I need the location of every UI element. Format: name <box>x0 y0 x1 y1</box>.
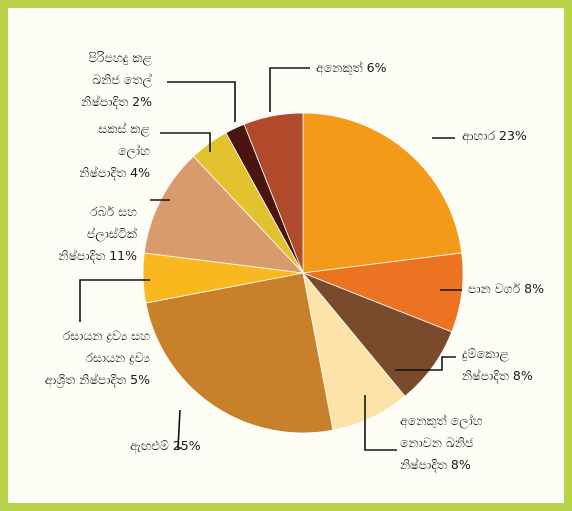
slice-label-2: පාන වර්ග 8% <box>468 281 544 296</box>
slice-label-5: ඇඟළුම් 25% <box>130 438 201 454</box>
slice-label-line: රබර් සහ <box>90 204 137 219</box>
leader-line-6 <box>79 279 150 322</box>
slice-label-line: නිෂ්පාදිත 8% <box>462 368 533 384</box>
slice-label-line: ආහාර 23% <box>462 128 527 144</box>
slice-label-7: රබර් සහ ප්ලාස්ටික් නිෂ්පාදිත 11% <box>58 204 137 264</box>
pie-slice-5 <box>145 272 334 434</box>
slice-label-6: රසායන ද්‍රව්‍ය සහ රසායන ද්‍රව්‍ය ආශ්‍රිත න… <box>45 328 150 388</box>
leader-line-5 <box>177 409 182 449</box>
slice-label-line: ඇඟළුම් 25% <box>130 438 201 454</box>
leader-line-9 <box>167 81 236 122</box>
slice-label-3: දුම්කොළ නිෂ්පාදිත 8% <box>462 346 533 384</box>
leader-line-10 <box>269 67 310 112</box>
slice-label-line: රසායන ද්‍රව්‍ය සහ <box>63 328 150 343</box>
slice-label-line: නිෂ්පාදිත 8% <box>400 457 471 473</box>
slice-label-10: අනෙකුත් 6% <box>316 60 387 76</box>
slice-label-4: අනෙකුත් ලෝහ නොවන ඛනිජ නිෂ්පාදිත 8% <box>400 413 483 473</box>
slice-label-line: නිෂ්පාදිත 11% <box>58 248 137 264</box>
slice-labels: ආහාර 23%පාන වර්ග 8%දුම්කොළ නිෂ්පාදිත 8%අන… <box>45 50 544 473</box>
pie-slice-10 <box>243 112 304 274</box>
slice-label-1: ආහාර 23% <box>462 128 527 144</box>
slice-label-line: දුම්කොළ <box>462 346 510 362</box>
slice-label-line: ඛනිජ තෙල් <box>92 72 152 88</box>
slice-label-line: ප්ලාස්ටික් <box>87 226 138 242</box>
slice-label-line: නිෂ්පාදිත 4% <box>79 165 150 181</box>
pie-slice-1 <box>302 112 463 274</box>
leader-line-3 <box>395 356 456 371</box>
leader-line-4 <box>364 395 397 451</box>
slice-label-9: පිරිපහදු කළ ඛනිජ තෙල් නිෂ්පාදිත 2% <box>81 50 152 110</box>
slice-label-line: ලෝහ <box>118 143 150 159</box>
slice-label-8: සකස් කළ ලෝහ නිෂ්පාදිත 4% <box>79 121 150 181</box>
leader-line-8 <box>160 132 211 152</box>
slice-label-line: රසායන ද්‍රව්‍ය <box>85 350 150 365</box>
pie-slices <box>142 112 464 434</box>
slice-label-line: පාන වර්ග 8% <box>468 281 544 296</box>
slice-label-line: ආශ්‍රිත නිෂ්පාදිත 5% <box>45 372 150 388</box>
slice-label-line: අනෙකුත් 6% <box>316 60 387 76</box>
leader-lines <box>79 67 462 451</box>
slice-label-line: අනෙකුත් ලෝහ <box>400 413 483 429</box>
slice-label-line: නොවන ඛනිජ <box>400 435 474 450</box>
slice-label-line: පිරිපහදු කළ <box>88 50 152 66</box>
slice-label-line: නිෂ්පාදිත 2% <box>81 94 152 110</box>
slice-label-line: සකස් කළ <box>98 121 150 137</box>
